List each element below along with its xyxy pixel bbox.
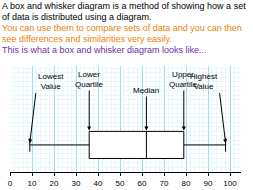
svg-text:LowestValue: LowestValue [38,72,64,91]
svg-text:40: 40 [94,179,103,188]
svg-text:Median: Median [133,86,159,95]
svg-text:20: 20 [50,179,59,188]
svg-text:10: 10 [28,179,37,188]
html-text:A box and whisker diagram is a: A box and whisker diagram is a method of… [2,1,246,22]
svg-text:30: 30 [72,179,81,188]
svg-text:LowerQuartile: LowerQuartile [75,70,104,89]
svg-text:0: 0 [8,179,13,188]
svg-text:HighestValue: HighestValue [190,72,218,91]
svg-text:90: 90 [204,179,213,188]
svg-text:100: 100 [223,179,237,188]
svg-text:60: 60 [138,179,147,188]
svg-text:50: 50 [116,179,125,188]
html-text:You can use them to compare se: You can use them to compare sets of data… [2,23,242,44]
html-text:This is what a box and whisker: This is what a box and whisker diagram l… [2,45,207,55]
svg-text:80: 80 [182,179,191,188]
svg-text:UpperQuartile: UpperQuartile [169,70,198,89]
svg-text:70: 70 [160,179,169,188]
